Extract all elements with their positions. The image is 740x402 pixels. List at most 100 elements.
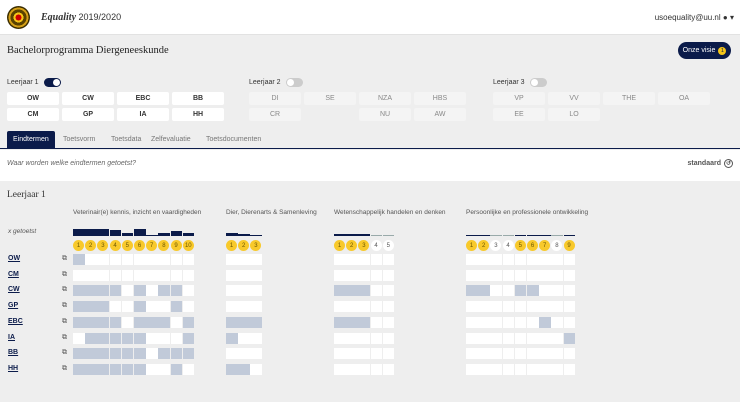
matrix-cell[interactable] — [527, 348, 539, 360]
term-badge[interactable]: 3 — [97, 240, 109, 251]
term-badge[interactable]: 9 — [563, 240, 575, 251]
matrix-cell[interactable] — [97, 316, 109, 328]
matrix-cell[interactable] — [382, 348, 395, 360]
matrix-cell[interactable] — [370, 285, 383, 297]
matrix-cell[interactable] — [490, 348, 502, 360]
matrix-cell[interactable] — [334, 269, 346, 281]
matrix-cell[interactable] — [478, 254, 490, 265]
matrix-cell[interactable] — [121, 316, 134, 328]
matrix-cell[interactable] — [85, 332, 97, 344]
matrix-cell[interactable] — [121, 285, 134, 297]
matrix-cell[interactable] — [539, 269, 551, 281]
matrix-cell[interactable] — [170, 332, 183, 344]
matrix-cell[interactable] — [539, 348, 551, 360]
matrix-cell[interactable] — [478, 332, 490, 344]
term-badge[interactable]: 10 — [182, 240, 194, 251]
matrix-cell[interactable] — [134, 301, 146, 313]
matrix-cell[interactable] — [158, 254, 170, 265]
matrix-cell[interactable] — [490, 254, 502, 265]
matrix-cell[interactable] — [334, 348, 346, 360]
matrix-cell[interactable] — [346, 254, 358, 265]
row-link-ebc[interactable]: EBC — [8, 317, 23, 325]
matrix-cell[interactable] — [478, 363, 490, 375]
matrix-cell[interactable] — [539, 301, 551, 313]
course-button-bb[interactable]: BB — [172, 92, 224, 105]
matrix-cell[interactable] — [527, 269, 539, 281]
matrix-cell[interactable] — [250, 254, 262, 265]
matrix-cell[interactable] — [514, 363, 527, 375]
matrix-cell[interactable] — [85, 285, 97, 297]
matrix-cell[interactable] — [226, 285, 238, 297]
matrix-cell[interactable] — [514, 269, 527, 281]
term-badge[interactable]: 4 — [502, 240, 514, 251]
matrix-cell[interactable] — [170, 301, 183, 313]
matrix-cell[interactable] — [97, 363, 109, 375]
course-button-gp[interactable]: GP — [62, 108, 114, 121]
year-toggle-2[interactable]: Leerjaar 2 — [249, 78, 303, 87]
user-menu[interactable]: usoequality@uu.nl ● ▾ — [655, 13, 734, 22]
course-button-hbs[interactable]: HBS — [414, 92, 466, 105]
matrix-cell[interactable] — [170, 316, 183, 328]
matrix-cell[interactable] — [346, 363, 358, 375]
matrix-cell[interactable] — [85, 316, 97, 328]
matrix-cell[interactable] — [182, 285, 195, 297]
matrix-cell[interactable] — [346, 348, 358, 360]
matrix-cell[interactable] — [502, 316, 515, 328]
matrix-cell[interactable] — [182, 348, 195, 360]
matrix-cell[interactable] — [490, 363, 502, 375]
matrix-cell[interactable] — [182, 269, 195, 281]
matrix-cell[interactable] — [514, 301, 527, 313]
matrix-cell[interactable] — [539, 316, 551, 328]
matrix-cell[interactable] — [182, 332, 195, 344]
matrix-cell[interactable] — [358, 363, 370, 375]
matrix-cell[interactable] — [370, 301, 383, 313]
matrix-cell[interactable] — [551, 332, 563, 344]
matrix-cell[interactable] — [170, 285, 183, 297]
matrix-cell[interactable] — [226, 301, 238, 313]
matrix-cell[interactable] — [121, 254, 134, 265]
matrix-cell[interactable] — [466, 301, 478, 313]
matrix-cell[interactable] — [502, 269, 515, 281]
matrix-cell[interactable] — [502, 254, 515, 265]
matrix-cell[interactable] — [182, 363, 195, 375]
matrix-cell[interactable] — [334, 316, 346, 328]
matrix-cell[interactable] — [226, 316, 238, 328]
matrix-cell[interactable] — [85, 301, 97, 313]
tab-toetsdata[interactable]: Toetsdata — [111, 136, 142, 143]
matrix-cell[interactable] — [490, 285, 502, 297]
matrix-cell[interactable] — [134, 348, 146, 360]
matrix-cell[interactable] — [382, 316, 395, 328]
term-badge[interactable]: 7 — [539, 240, 551, 251]
matrix-cell[interactable] — [226, 254, 238, 265]
matrix-cell[interactable] — [182, 316, 195, 328]
matrix-cell[interactable] — [563, 316, 576, 328]
matrix-cell[interactable] — [527, 332, 539, 344]
matrix-cell[interactable] — [490, 316, 502, 328]
matrix-cell[interactable] — [73, 316, 85, 328]
matrix-cell[interactable] — [478, 285, 490, 297]
matrix-cell[interactable] — [97, 332, 109, 344]
matrix-cell[interactable] — [370, 332, 383, 344]
matrix-cell[interactable] — [478, 316, 490, 328]
matrix-cell[interactable] — [346, 332, 358, 344]
matrix-cell[interactable] — [158, 348, 170, 360]
tab-eindtermen[interactable]: Eindtermen — [7, 131, 55, 148]
matrix-cell[interactable] — [226, 363, 238, 375]
row-link-hh[interactable]: HH — [8, 364, 19, 372]
matrix-cell[interactable] — [334, 254, 346, 265]
matrix-cell[interactable] — [121, 269, 134, 281]
matrix-cell[interactable] — [121, 301, 134, 313]
matrix-cell[interactable] — [238, 254, 250, 265]
matrix-cell[interactable] — [334, 285, 346, 297]
matrix-cell[interactable] — [527, 363, 539, 375]
matrix-cell[interactable] — [382, 332, 395, 344]
term-badge[interactable]: 1 — [334, 240, 345, 251]
matrix-cell[interactable] — [226, 348, 238, 360]
row-link-gp[interactable]: GP — [8, 302, 19, 310]
matrix-cell[interactable] — [85, 269, 97, 281]
term-badge[interactable]: 2 — [85, 240, 97, 251]
matrix-cell[interactable] — [238, 285, 250, 297]
matrix-cell[interactable] — [97, 269, 109, 281]
course-button-vp[interactable]: VP — [493, 92, 545, 105]
matrix-cell[interactable] — [146, 301, 158, 313]
